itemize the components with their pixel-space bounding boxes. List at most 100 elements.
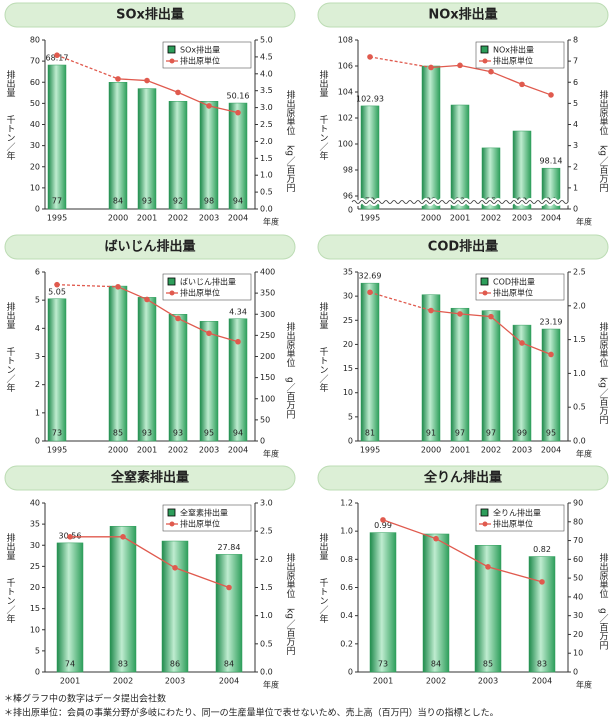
line-gap-segment [369, 56, 432, 69]
y-tick-label: 0 [348, 206, 353, 215]
x-axis-label: 年度 [263, 217, 279, 227]
x-tick-label: 2003 [512, 446, 532, 455]
y-axis-label: 排出量 [318, 532, 329, 560]
bar [422, 533, 450, 673]
bar-count: 98 [204, 197, 214, 206]
bar [168, 314, 188, 442]
y2-tick-label: 60 [573, 555, 583, 564]
line-point [457, 62, 463, 69]
bar [109, 525, 137, 673]
y-tick-label: 102 [338, 114, 353, 123]
bar-count: 74 [65, 660, 75, 669]
bar [360, 282, 380, 442]
bar [450, 104, 470, 210]
bar-count: 94 [233, 429, 243, 438]
y2-tick-label: 50 [260, 415, 270, 424]
legend-swatch [480, 277, 489, 286]
y2-axis-unit: kg／百万円 [598, 377, 609, 425]
y-axis-unit: 千トン／年 [318, 347, 329, 393]
y-tick-label: 40 [30, 120, 40, 129]
data-label: 102.93 [356, 94, 384, 103]
chart-title: SOx排出量 [116, 7, 184, 23]
y-axis-unit: 千トン／年 [318, 115, 329, 161]
y2-axis-unit: g／百万円 [285, 377, 296, 420]
line-point [548, 92, 554, 98]
y2-axis-label: 排出原単位 [285, 552, 296, 599]
y-tick-label: 5 [35, 646, 40, 655]
y2-tick-label: 40 [573, 592, 583, 601]
y2-tick-label: 3.5 [260, 86, 273, 95]
y-tick-label: 0.2 [340, 639, 353, 648]
x-tick-label: 1995 [47, 214, 67, 223]
y2-tick-label: 1.0 [573, 369, 586, 378]
y-tick-label: 108 [338, 36, 353, 45]
y-tick-label: 20 [343, 340, 353, 349]
y-tick-label: 0.6 [340, 583, 353, 592]
bar [369, 532, 397, 673]
line-point [367, 54, 373, 60]
y-tick-label: 0.8 [340, 555, 353, 564]
bar [512, 130, 532, 210]
line-point [67, 534, 73, 540]
chart-title: NOx排出量 [428, 7, 497, 23]
axis-break [351, 200, 569, 204]
line-point [433, 535, 439, 542]
data-label: 0.99 [374, 521, 392, 530]
y-axis-unit: 千トン／年 [5, 578, 16, 624]
x-tick-label: 2000 [108, 214, 128, 223]
legend-label: 排出原単位 [493, 56, 533, 66]
bar [108, 285, 128, 442]
line-point [144, 296, 150, 303]
x-axis-label: 年度 [576, 680, 592, 690]
y-tick-label: 1.0 [340, 527, 353, 536]
x-tick-label: 2003 [199, 446, 219, 455]
y-tick-label: 106 [338, 62, 353, 71]
bar-count: 85 [483, 660, 493, 669]
y2-tick-label: 0 [573, 668, 578, 677]
y-tick-label: 60 [30, 78, 40, 87]
legend-swatch [480, 508, 489, 517]
line-point [206, 330, 212, 337]
legend-box [162, 273, 252, 301]
line-point [485, 564, 491, 570]
y-tick-label: 4 [35, 324, 40, 333]
data-label: 0.82 [533, 545, 551, 554]
x-tick-label: 2002 [113, 677, 133, 686]
legend-marker [482, 290, 488, 296]
y-tick-label: 25 [30, 562, 40, 571]
bar [528, 556, 556, 673]
line [70, 536, 230, 589]
y2-tick-label: 1.5 [573, 335, 586, 344]
y-tick-label: 1 [35, 408, 40, 417]
legend-label: SOx排出量 [180, 45, 220, 55]
y-tick-label: 0 [348, 668, 353, 677]
y-axis-label: 排出量 [318, 301, 329, 329]
x-tick-label: 2003 [199, 214, 219, 223]
bar-count: 93 [142, 197, 152, 206]
y-axis-label: 排出量 [318, 69, 329, 97]
x-tick-label: 2004 [541, 446, 561, 455]
line-point [428, 307, 434, 314]
bar [56, 542, 84, 673]
y-axis-label: 排出量 [5, 301, 16, 329]
x-tick-label: 2002 [168, 214, 188, 223]
y-tick-label: 0.4 [340, 611, 353, 620]
bar [228, 318, 248, 442]
line-gap-segment [56, 54, 119, 80]
legend-swatch [480, 45, 489, 54]
y2-tick-label: 100 [260, 394, 275, 403]
bar-count: 93 [173, 429, 183, 438]
y-tick-label: 30 [30, 141, 40, 150]
legend-label: 排出原単位 [180, 56, 220, 66]
y2-tick-label: 0.5 [260, 188, 273, 197]
bar-count: 99 [517, 429, 527, 438]
line-point [206, 103, 212, 109]
data-label: 32.69 [359, 272, 382, 281]
y-tick-label: 10 [30, 625, 40, 634]
y-axis-unit: 千トン／年 [318, 578, 329, 624]
y-tick-label: 20 [30, 583, 40, 592]
y2-tick-label: 0.0 [573, 437, 586, 446]
y2-tick-label: 200 [260, 352, 275, 361]
legend-swatch [167, 508, 176, 517]
bar-count: 93 [142, 429, 152, 438]
